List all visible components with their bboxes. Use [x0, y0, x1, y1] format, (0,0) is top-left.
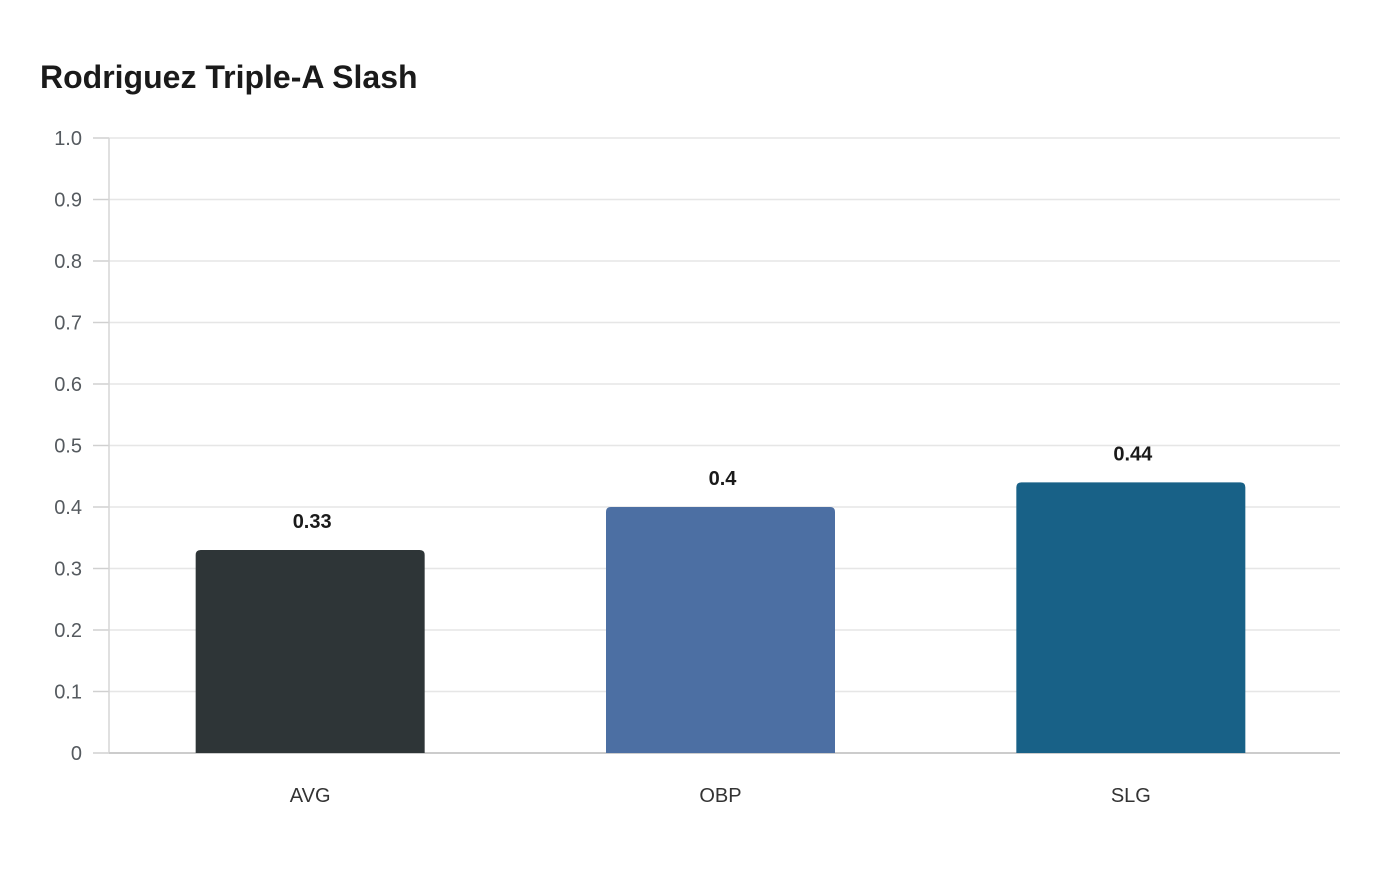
- y-tick-label: 0.8: [54, 251, 82, 273]
- y-tick-label: 0.3: [54, 559, 82, 581]
- y-tick-label: 1.0: [54, 128, 82, 150]
- y-tick-label: 0.2: [54, 620, 82, 642]
- data-label-avg: 0.33: [293, 511, 332, 533]
- y-tick-label: 0.4: [54, 497, 82, 519]
- bar-slg: [1016, 482, 1246, 753]
- x-axis-categories: AVG OBP SLG: [290, 785, 1151, 807]
- y-tick-label: 0.9: [54, 190, 82, 212]
- x-category-label-avg: AVG: [290, 785, 331, 807]
- y-tick-label: 0.5: [54, 436, 82, 458]
- bar-obp: [606, 507, 835, 753]
- y-tick-label: 0.6: [54, 374, 82, 396]
- y-tick-label: 0.7: [54, 313, 82, 335]
- x-category-label-obp: OBP: [699, 785, 741, 807]
- chart-title: Rodriguez Triple-A Slash: [40, 59, 418, 95]
- bars: [195, 482, 1246, 753]
- y-axis-ticks: 0 0.1 0.2 0.3 0.4 0.5 0.6 0.7 0.8 0.9 1.0: [54, 128, 82, 765]
- data-label-slg: 0.44: [1113, 443, 1153, 465]
- data-label-obp: 0.4: [709, 468, 738, 490]
- bar-avg: [195, 550, 425, 753]
- x-category-label-slg: SLG: [1111, 785, 1151, 807]
- y-tick-label: 0: [71, 743, 82, 765]
- y-tick-label: 0.1: [54, 682, 82, 704]
- data-labels: 0.33 0.4 0.44: [293, 443, 1153, 533]
